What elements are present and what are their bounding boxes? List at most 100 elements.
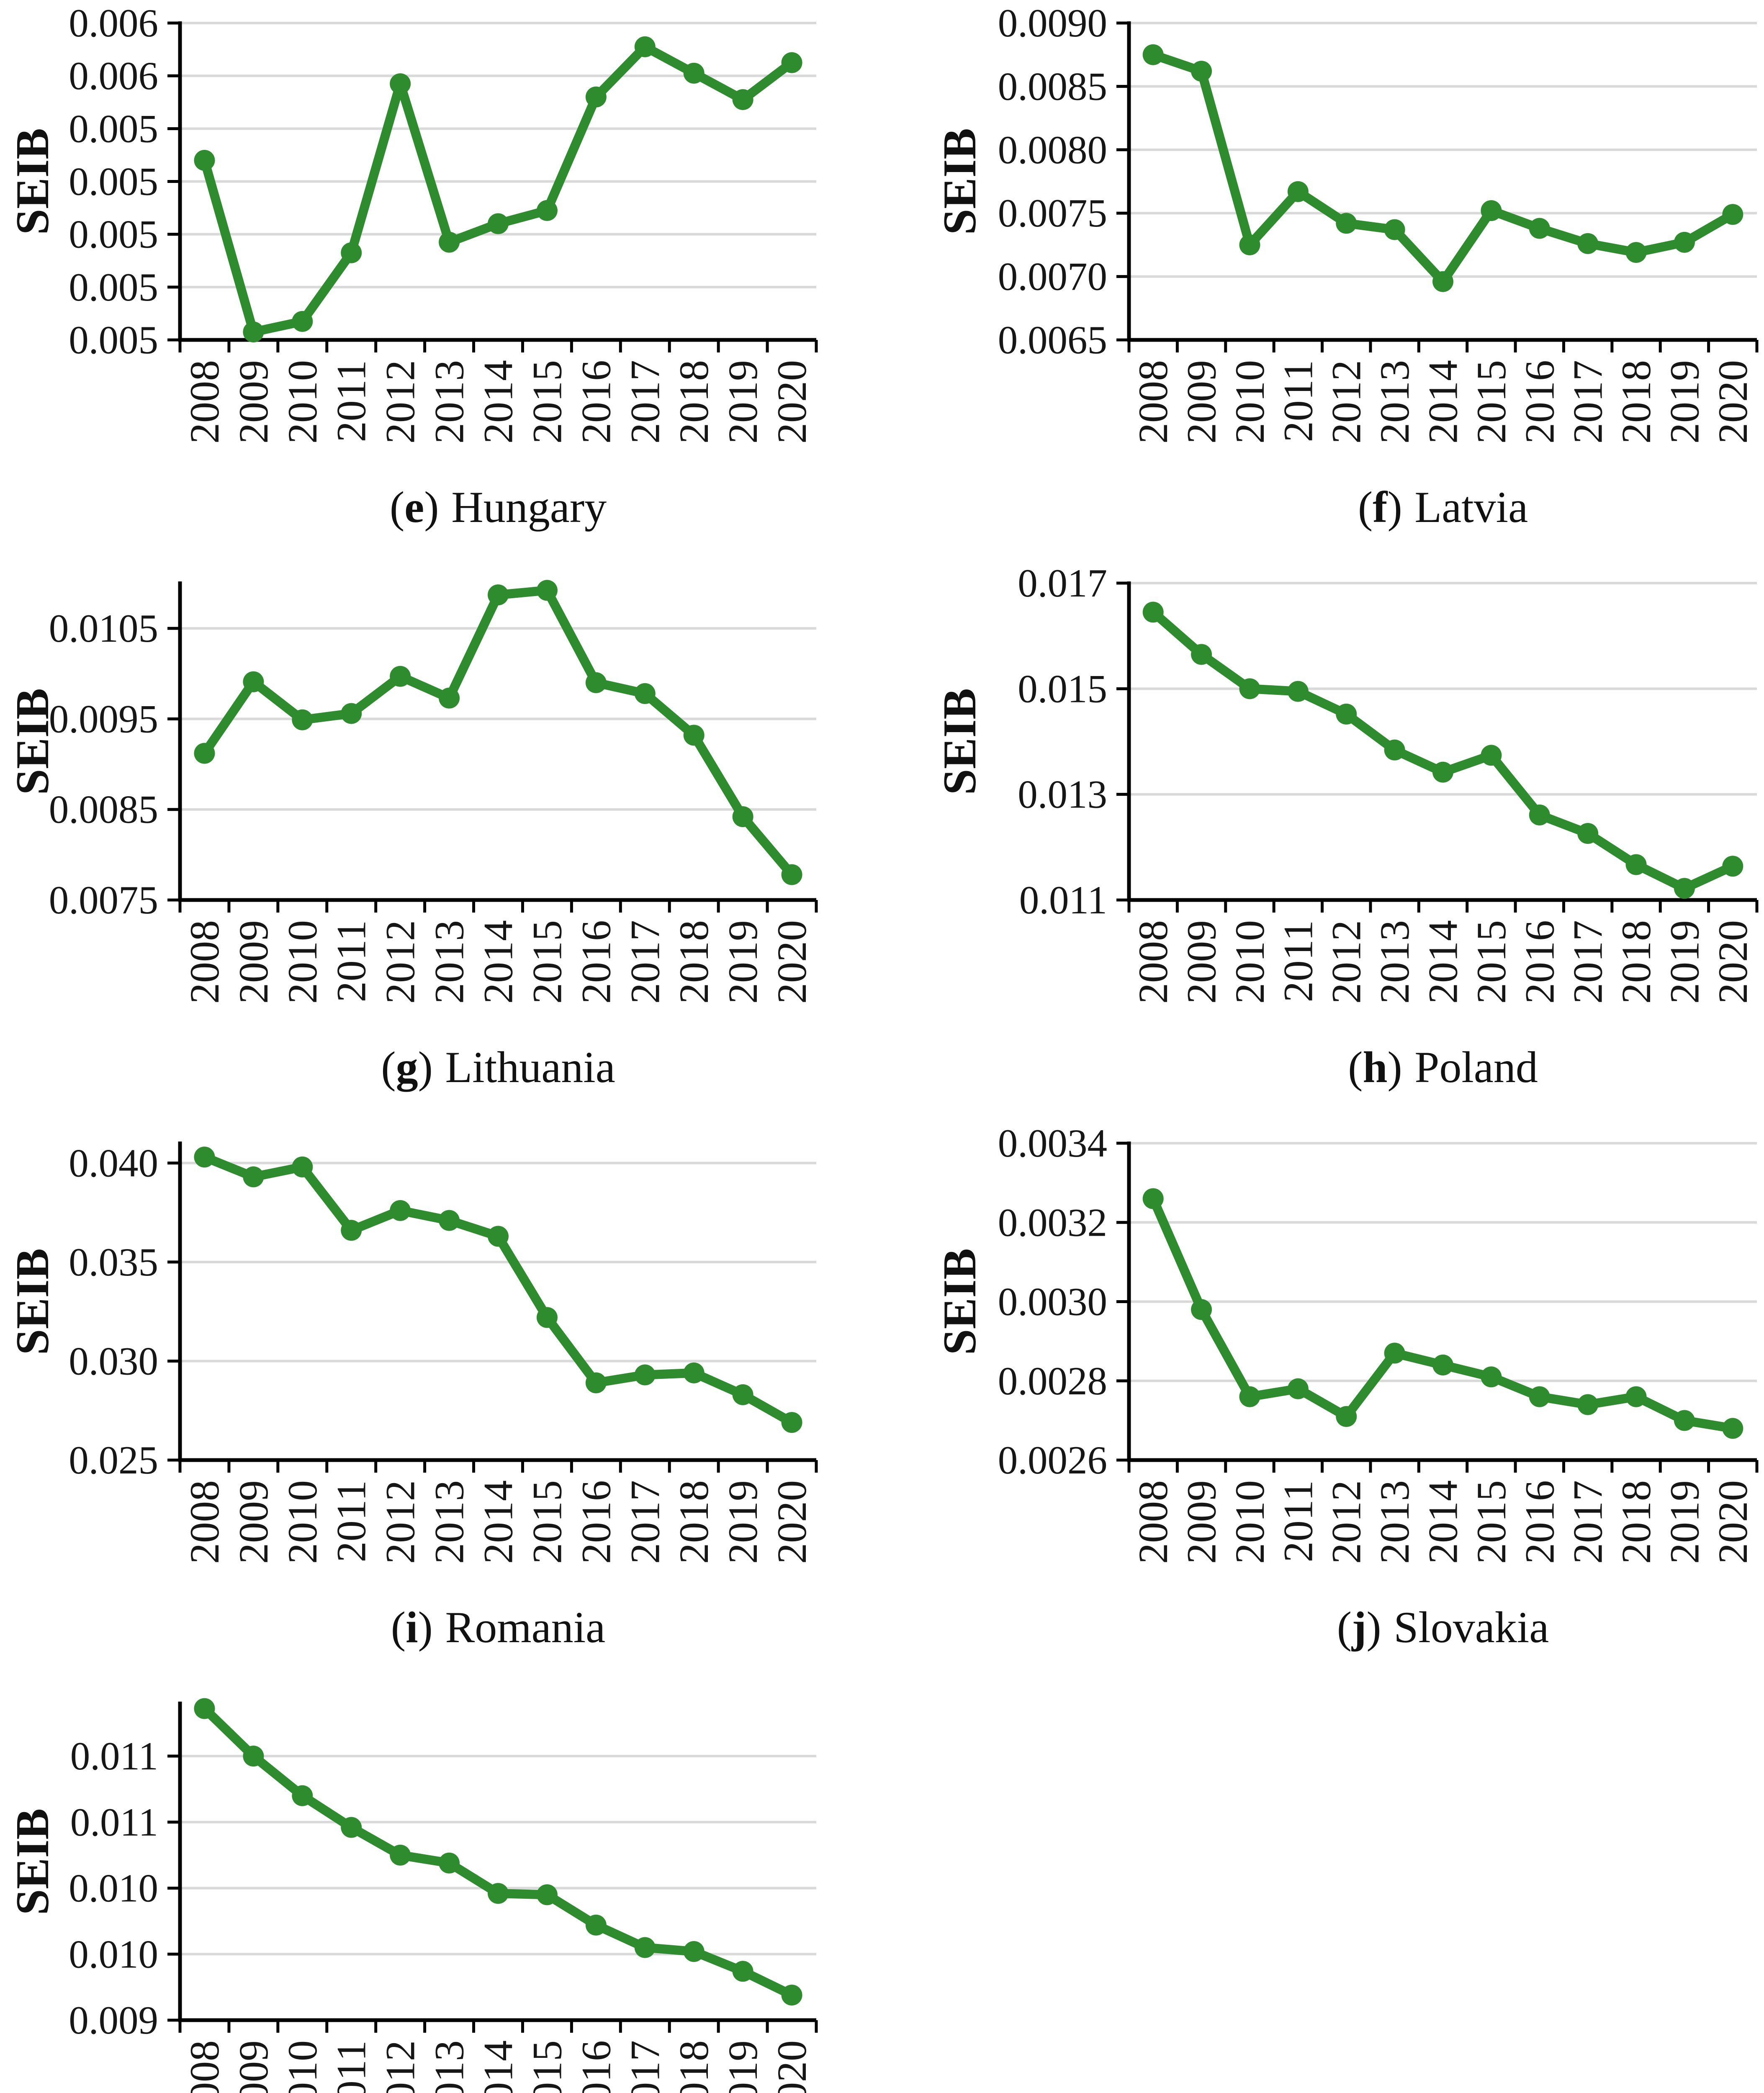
data-point-2017 (1577, 1394, 1599, 1415)
chart-caption-slovakia: (j) Slovakia (882, 1603, 1764, 1652)
x-tick-label: 2009 (1178, 1480, 1225, 1564)
data-point-2009 (1191, 644, 1212, 665)
x-tick-label: 2008 (181, 360, 228, 444)
x-tick-label: 2013 (426, 360, 473, 444)
x-tick-label: 2011 (1275, 1480, 1321, 1562)
caption-paren-open: ( (1337, 1603, 1352, 1652)
caption-paren-open: ( (381, 1043, 396, 1092)
chart-cell-lithuania: 0.0105 0.0095 0.0085 0.0075 2008 2009 2010 2011… (0, 560, 882, 1120)
data-point-2016 (1529, 804, 1550, 825)
caption-country: Slovakia (1394, 1603, 1549, 1652)
y-axis-title: SEIB (7, 1248, 59, 1355)
data-point-2019 (732, 806, 753, 828)
x-tick-label: 2011 (328, 1480, 375, 1562)
caption-letter: i (406, 1603, 418, 1652)
data-point-2014 (1432, 271, 1453, 292)
y-axis-title: SEIB (934, 688, 986, 795)
data-point-2010 (292, 709, 313, 730)
y-tick-label: 0.0085 (998, 64, 1107, 108)
x-tick-label: 2009 (1178, 360, 1225, 444)
x-tick-label: 2015 (524, 360, 570, 444)
x-tick-label: 2015 (524, 2040, 570, 2093)
data-point-2013 (439, 1852, 460, 1874)
x-tick-label: 2010 (1227, 360, 1273, 444)
y-tick-label: 0.0080 (998, 128, 1107, 172)
y-tick-label: 0.005 (69, 159, 158, 204)
y-tick-label: 0.017 (1018, 561, 1107, 605)
x-tick-label: 2010 (279, 2040, 326, 2093)
data-point-2010 (292, 1156, 313, 1178)
data-point-2019 (1674, 878, 1695, 899)
caption-paren-close: ) (1366, 1603, 1381, 1652)
y-tick-label: 0.005 (69, 106, 158, 151)
x-tick-label: 2013 (1371, 360, 1418, 444)
chart-caption-romania: (i) Romania (0, 1603, 882, 1652)
x-tick-label: 2010 (279, 920, 326, 1004)
caption-paren-open: ( (1358, 483, 1373, 532)
data-point-2018 (1625, 1386, 1647, 1407)
caption-letter: g (396, 1043, 418, 1092)
data-point-2015 (1481, 745, 1502, 766)
data-point-2018 (683, 1362, 705, 1383)
data-point-2009 (243, 671, 264, 692)
caption-letter: h (1363, 1043, 1388, 1092)
data-point-2011 (341, 1220, 362, 1241)
x-tick-label: 2014 (475, 360, 522, 444)
x-tick-label: 2011 (328, 920, 375, 1002)
data-point-2019 (1674, 231, 1695, 253)
x-tick-label: 2009 (230, 360, 277, 444)
x-tick-label: 2008 (1130, 920, 1176, 1004)
y-axis-title: SEIB (934, 1248, 986, 1355)
data-point-2015 (536, 1884, 558, 1905)
x-tick-label: 2008 (181, 2040, 228, 2093)
x-tick-label: 2013 (426, 920, 473, 1004)
data-point-2016 (585, 86, 607, 108)
y-tick-label: 0.006 (69, 54, 158, 98)
data-point-2012 (1336, 703, 1357, 725)
data-point-2019 (1674, 1410, 1695, 1431)
data-point-2018 (683, 62, 705, 84)
data-point-2011 (1287, 681, 1309, 702)
x-tick-label: 2010 (1227, 920, 1273, 1004)
data-point-2014 (488, 1883, 509, 1904)
data-point-2017 (634, 1364, 656, 1386)
poland-seib-line-chart: 0.017 0.015 0.013 0.011 2008 2009 2010 2011 2012… (934, 561, 1759, 1004)
x-tick-label: 2012 (1323, 1480, 1370, 1564)
data-point-2008 (194, 1147, 215, 1168)
data-point-2010 (1239, 678, 1260, 699)
y-tick-label: 0.0075 (49, 878, 158, 922)
data-point-2009 (1191, 61, 1212, 82)
data-point-2014 (488, 584, 509, 606)
chart-cell-slovenia: 0.011 0.011 0.010 0.010 0.009 2008 2009 2010 201… (0, 1680, 882, 2093)
x-tick-label: 2008 (181, 920, 228, 1004)
y-axis-title: SEIB (934, 128, 986, 235)
chart-cell-latvia: 0.0090 0.0085 0.0080 0.0075 0.0070 0.0065 2008… (882, 0, 1764, 560)
data-point-2020 (1722, 204, 1743, 225)
y-tick-label: 0.006 (69, 1, 158, 45)
data-point-2017 (634, 36, 656, 57)
x-tick-label: 2020 (769, 920, 815, 1004)
y-tick-label: 0.030 (69, 1339, 158, 1383)
x-tick-label: 2017 (622, 360, 668, 444)
caption-country: Hungary (451, 483, 607, 532)
caption-paren-open: ( (389, 483, 405, 532)
data-point-2020 (1722, 856, 1743, 877)
data-point-2009 (243, 1166, 264, 1188)
y-tick-label: 0.0065 (998, 318, 1107, 362)
y-axis-title: SEIB (7, 1808, 59, 1915)
y-tick-label: 0.011 (70, 1800, 158, 1844)
seib-series-line (1148, 607, 1738, 893)
x-tick-label: 2020 (1710, 920, 1756, 1004)
y-axis-title: SEIB (7, 128, 59, 235)
x-tick-label: 2014 (475, 2040, 522, 2093)
data-point-2011 (341, 1817, 362, 1838)
x-tick-label: 2017 (1565, 920, 1611, 1004)
x-tick-label: 2012 (377, 360, 424, 444)
data-point-2011 (341, 703, 362, 724)
y-tick-label: 0.0028 (998, 1359, 1107, 1403)
y-tick-label: 0.0030 (998, 1280, 1107, 1324)
data-point-2011 (1287, 1378, 1309, 1399)
x-tick-label: 2020 (769, 2040, 815, 2093)
data-point-2018 (683, 725, 705, 746)
